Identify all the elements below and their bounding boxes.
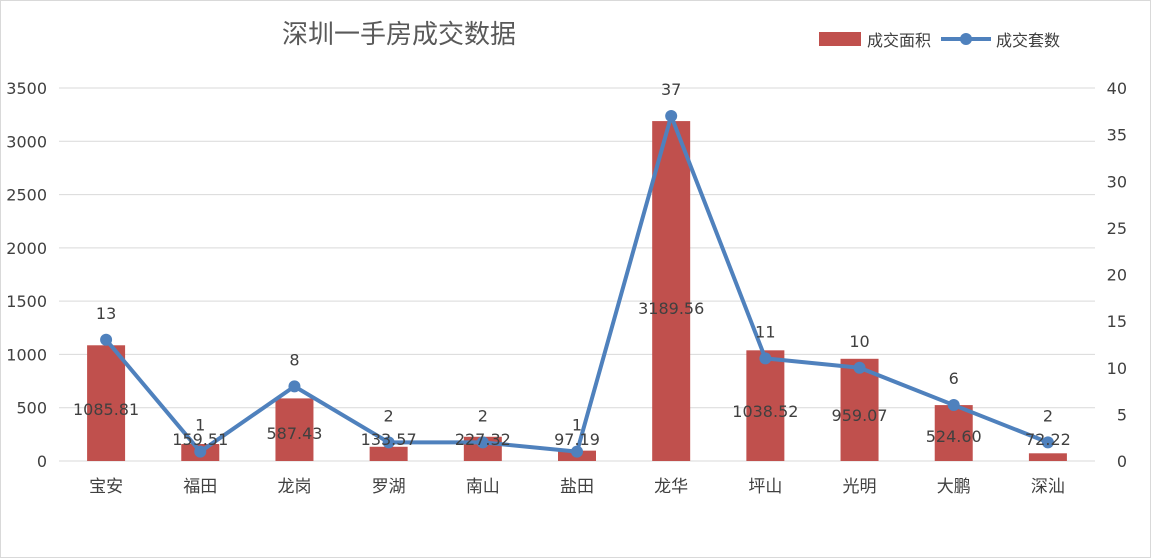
left-axis-tick: 3000	[6, 132, 47, 151]
bar	[934, 405, 973, 461]
chart-title: 深圳一手房成交数据	[282, 20, 516, 50]
legend-bar-swatch	[819, 32, 861, 46]
line-data-labels: 13 1 8 2 2 1 37 11 10 6 2	[96, 80, 1053, 435]
bar	[652, 121, 691, 461]
line-data-label: 13	[96, 304, 116, 323]
bar-series	[87, 121, 1067, 461]
right-axis-ticks: 0 5 10 15 20 25 30 35 40	[1107, 79, 1127, 471]
line-point	[382, 436, 395, 449]
line-data-label: 2	[384, 406, 394, 425]
left-axis-tick: 3500	[6, 79, 47, 98]
bar	[746, 350, 785, 461]
line-point	[853, 361, 866, 374]
category-axis-labels: 宝安 福田 龙岗 罗湖 南山 盐田 龙华 坪山 光明 大鹏 深汕	[89, 477, 1065, 497]
bar-data-label: 1038.52	[732, 402, 798, 421]
right-axis-tick: 0	[1117, 452, 1127, 471]
bar-data-label: 587.43	[266, 424, 322, 443]
legend: 成交面积 成交套数	[819, 31, 1060, 50]
bar-data-label: 1085.81	[73, 400, 139, 419]
line-data-label: 2	[1043, 406, 1053, 425]
line-point	[759, 352, 772, 365]
line-series	[100, 109, 1054, 458]
left-axis-tick: 2500	[6, 186, 47, 205]
line-data-label: 1	[195, 416, 205, 435]
bar	[275, 398, 314, 461]
right-axis-tick: 5	[1117, 405, 1127, 424]
line-path	[104, 113, 1049, 454]
right-axis-tick: 10	[1107, 359, 1127, 378]
category-label: 罗湖	[372, 477, 406, 497]
category-label: 龙华	[654, 477, 688, 497]
bar-data-label: 227.32	[455, 430, 511, 449]
bar	[87, 345, 126, 461]
bar-data-label: 159.51	[172, 430, 228, 449]
line-data-label: 1	[572, 416, 582, 435]
legend-bar-label: 成交面积	[867, 31, 931, 50]
category-label: 龙岗	[277, 477, 311, 497]
left-axis-tick: 0	[37, 452, 47, 471]
bar-data-label: 97.19	[554, 430, 600, 449]
left-axis-tick: 500	[16, 399, 47, 418]
category-label: 坪山	[748, 477, 782, 497]
line-point	[665, 109, 678, 122]
right-axis-tick: 40	[1107, 79, 1127, 98]
line-data-label: 10	[849, 332, 869, 351]
line-point	[194, 445, 207, 458]
left-axis-ticks: 0 500 1000 1500 2000 2500 3000 3500	[6, 79, 47, 471]
legend-line-marker	[960, 33, 972, 45]
right-axis-tick: 15	[1107, 312, 1127, 331]
bar-data-labels: 1085.81 159.51 587.43 133.57 227.32 97.19 3189…	[73, 299, 1071, 449]
right-axis-tick: 35	[1107, 126, 1127, 145]
gridlines	[59, 87, 1095, 462]
bar-data-label: 133.57	[361, 430, 417, 449]
left-axis-tick: 2000	[6, 239, 47, 258]
bar-data-label: 524.60	[926, 427, 982, 446]
line-point	[288, 380, 301, 393]
category-label: 深汕	[1031, 477, 1065, 497]
line-data-label: 2	[478, 406, 488, 425]
line-data-label: 11	[755, 322, 775, 341]
line-point	[1041, 436, 1054, 449]
category-label: 南山	[466, 477, 500, 497]
category-label: 盐田	[560, 477, 594, 497]
legend-line-label: 成交套数	[996, 31, 1060, 50]
line-data-label: 8	[289, 350, 299, 369]
bar	[1028, 453, 1067, 461]
line-point	[100, 333, 113, 346]
left-axis-tick: 1500	[6, 292, 47, 311]
line-data-label: 6	[949, 369, 959, 388]
line-point	[571, 445, 583, 458]
bar-data-label: 959.07	[832, 406, 888, 425]
category-label: 光明	[843, 477, 877, 497]
right-axis-tick: 25	[1107, 219, 1127, 238]
line-data-label: 37	[661, 80, 681, 99]
category-label: 大鹏	[937, 477, 971, 497]
bar	[840, 358, 879, 461]
right-axis-tick: 30	[1107, 172, 1127, 191]
bar-data-label: 72.22	[1025, 430, 1071, 449]
category-label: 宝安	[89, 477, 123, 497]
line-point	[947, 399, 960, 412]
right-axis-tick: 20	[1107, 266, 1127, 285]
left-axis-tick: 1000	[6, 345, 47, 364]
category-label: 福田	[183, 477, 217, 497]
line-point	[476, 436, 489, 449]
bar-data-label: 3189.56	[638, 299, 704, 318]
bar	[369, 446, 408, 461]
